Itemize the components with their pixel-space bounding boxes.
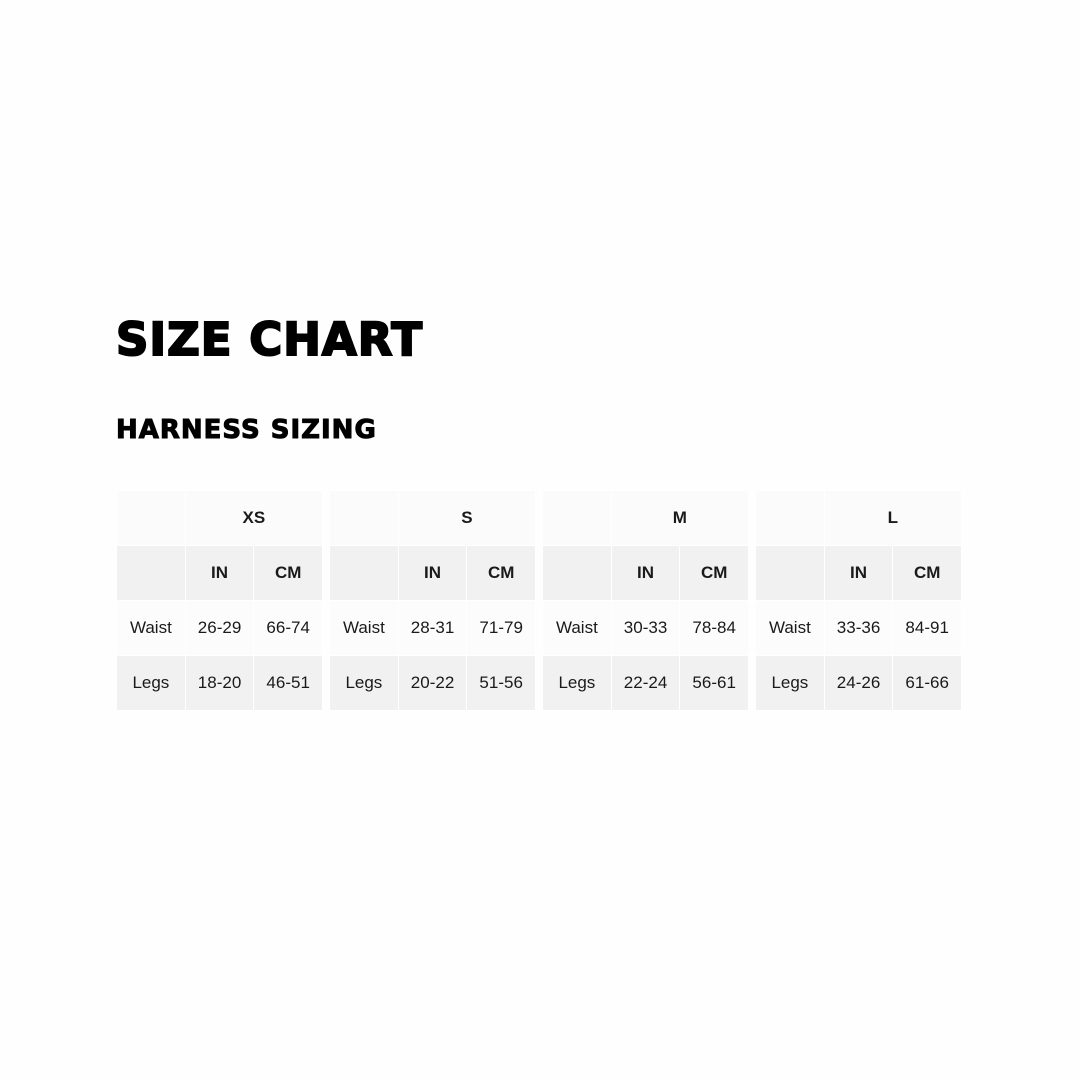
unit-cm: CM	[892, 545, 962, 601]
table-row: Waist 28-31 71-79	[329, 600, 536, 656]
value-cm: 51-56	[466, 655, 536, 711]
value-cm: 46-51	[253, 655, 323, 711]
value-cm: 61-66	[892, 655, 962, 711]
size-tables: XS IN CM Waist 26-29 66-74 Legs 18-20 46-…	[116, 490, 963, 711]
unit-cm: CM	[679, 545, 749, 601]
table-row: Legs 18-20 46-51	[116, 655, 323, 711]
unit-cm: CM	[466, 545, 536, 601]
table-row: Waist 30-33 78-84	[542, 600, 749, 656]
units-row: IN CM	[116, 545, 323, 601]
value-cm: 71-79	[466, 600, 536, 656]
units-row: IN CM	[542, 545, 749, 601]
units-row: IN CM	[329, 545, 536, 601]
unit-in: IN	[823, 545, 894, 601]
table-header-row: M	[542, 490, 750, 546]
unit-cm: CM	[253, 545, 323, 601]
unit-in: IN	[184, 545, 255, 601]
table-row: Legs 24-26 61-66	[755, 655, 962, 711]
size-label: S	[397, 490, 537, 546]
value-in: 24-26	[823, 655, 894, 711]
value-in: 18-20	[184, 655, 255, 711]
value-in: 22-24	[610, 655, 681, 711]
table-row: Waist 33-36 84-91	[755, 600, 962, 656]
measure-label: Legs	[116, 655, 186, 711]
measure-label: Legs	[329, 655, 399, 711]
section-title: HARNESS SIZING	[116, 415, 377, 446]
value-in: 33-36	[823, 600, 894, 656]
size-label: XS	[184, 490, 324, 546]
size-label: L	[823, 490, 963, 546]
size-label: M	[610, 490, 750, 546]
table-header-row: L	[755, 490, 963, 546]
value-in: 26-29	[184, 600, 255, 656]
measure-label: Waist	[755, 600, 825, 656]
table-row: Waist 26-29 66-74	[116, 600, 323, 656]
size-table-xs: XS IN CM Waist 26-29 66-74 Legs 18-20 46-…	[116, 490, 324, 711]
unit-in: IN	[397, 545, 468, 601]
table-header-row: XS	[116, 490, 324, 546]
table-header-row: S	[329, 490, 537, 546]
value-in: 30-33	[610, 600, 681, 656]
size-table-s: S IN CM Waist 28-31 71-79 Legs 20-22 51-5…	[329, 490, 537, 711]
size-table-m: M IN CM Waist 30-33 78-84 Legs 22-24 56-6…	[542, 490, 750, 711]
measure-label: Waist	[542, 600, 612, 656]
page-title: SIZE CHART	[115, 313, 424, 367]
table-row: Legs 22-24 56-61	[542, 655, 749, 711]
value-cm: 84-91	[892, 600, 962, 656]
value-cm: 66-74	[253, 600, 323, 656]
value-in: 28-31	[397, 600, 468, 656]
units-row: IN CM	[755, 545, 962, 601]
value-in: 20-22	[397, 655, 468, 711]
unit-in: IN	[610, 545, 681, 601]
measure-label: Waist	[116, 600, 186, 656]
measure-label: Legs	[542, 655, 612, 711]
table-row: Legs 20-22 51-56	[329, 655, 536, 711]
value-cm: 78-84	[679, 600, 749, 656]
size-table-l: L IN CM Waist 33-36 84-91 Legs 24-26 61-6…	[755, 490, 963, 711]
measure-label: Legs	[755, 655, 825, 711]
measure-label: Waist	[329, 600, 399, 656]
value-cm: 56-61	[679, 655, 749, 711]
